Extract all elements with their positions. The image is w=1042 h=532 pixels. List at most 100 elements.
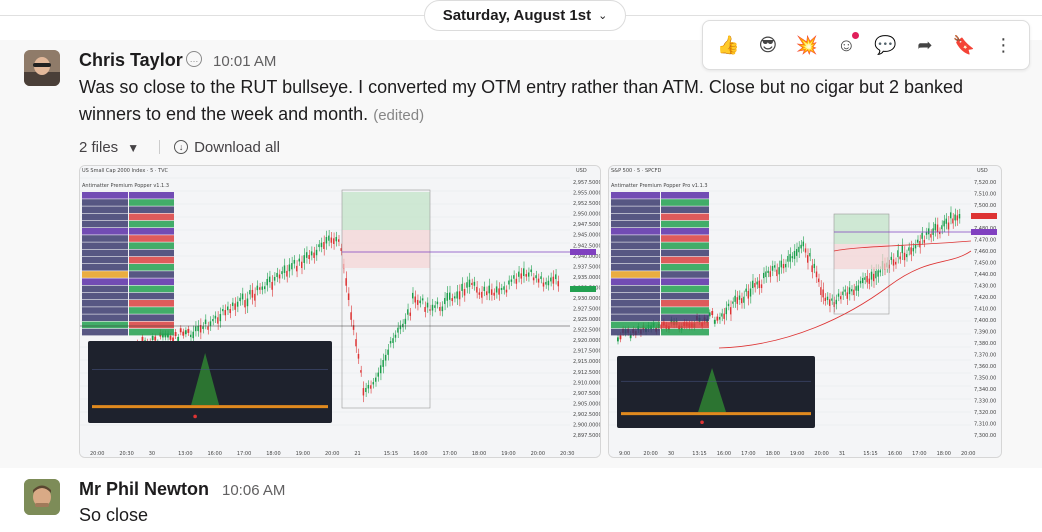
candle-body bbox=[313, 252, 315, 258]
message-actions-toolbar: 👍 😎 💥 ☺ 💬 ➦ 🔖 ⋮ bbox=[702, 20, 1030, 70]
y-tick-label: 2,902.5000 bbox=[573, 412, 601, 418]
currency-label: USD bbox=[977, 168, 988, 174]
candle-body bbox=[271, 281, 273, 290]
candle-body bbox=[796, 249, 798, 256]
candle-body bbox=[868, 278, 870, 284]
y-tick-label: 7,390.00 bbox=[974, 330, 996, 336]
loss-zone bbox=[342, 230, 430, 268]
candle-body bbox=[239, 297, 241, 302]
candle-body bbox=[859, 280, 862, 284]
date-divider-button[interactable]: Saturday, August 1st ⌄ bbox=[424, 0, 626, 31]
candle-body bbox=[301, 261, 303, 268]
indicator-panel-cell bbox=[129, 256, 174, 264]
indicator-panel-cell bbox=[611, 300, 660, 307]
indicator-panel-cell bbox=[82, 235, 128, 242]
files-toggle[interactable]: 2 files ▼ bbox=[79, 139, 139, 156]
candle-body bbox=[453, 296, 456, 299]
author-name[interactable]: Chris Taylor bbox=[79, 50, 183, 70]
download-all-button[interactable]: ↓ Download all bbox=[174, 139, 280, 156]
indicator-panel-cell bbox=[82, 321, 128, 329]
y-tick-label: 7,470.00 bbox=[974, 238, 996, 244]
candle-body bbox=[471, 282, 473, 285]
reply-in-thread-icon[interactable]: 💬 bbox=[874, 34, 897, 55]
avatar[interactable] bbox=[24, 479, 60, 515]
candle-body bbox=[741, 298, 743, 304]
collision-icon[interactable]: 💥 bbox=[795, 34, 819, 55]
message-timestamp[interactable]: 10:06 AM bbox=[222, 482, 286, 499]
thumbs-up-icon[interactable]: 👍 bbox=[717, 34, 740, 55]
candle-body bbox=[917, 239, 919, 243]
candle-body bbox=[434, 305, 436, 308]
x-tick-label: 16:00 bbox=[717, 451, 731, 457]
share-icon[interactable]: ➦ bbox=[917, 34, 933, 55]
x-tick-label: 17:00 bbox=[443, 451, 457, 457]
candle-body bbox=[318, 244, 320, 248]
y-tick-label: 7,520.00 bbox=[974, 180, 996, 186]
chart-image-rut[interactable]: US Small Cap 2000 Index · 5 · TVC USD 2,95… bbox=[79, 165, 601, 458]
candle-body bbox=[903, 252, 906, 261]
candle-body bbox=[749, 288, 752, 297]
candle-body bbox=[767, 270, 769, 273]
bookmark-icon[interactable]: 🔖 bbox=[952, 34, 976, 55]
candle-body bbox=[791, 256, 793, 259]
indicator-panel-cell bbox=[129, 292, 174, 300]
indicator-panel-cell bbox=[611, 220, 660, 228]
x-tick-label: 13:00 bbox=[178, 451, 192, 457]
y-tick-label: 2,917.5000 bbox=[573, 349, 601, 355]
status-bubble-icon[interactable]: … bbox=[186, 51, 202, 67]
candle-body bbox=[281, 271, 283, 275]
indicator-panel-cell bbox=[129, 321, 174, 329]
author-name[interactable]: Mr Phil Newton bbox=[79, 479, 209, 499]
candle-body bbox=[333, 238, 335, 244]
candle-body bbox=[754, 283, 756, 288]
candle-body bbox=[246, 298, 249, 307]
candle-body bbox=[463, 289, 466, 296]
candle-body bbox=[756, 281, 758, 285]
candle-body bbox=[952, 218, 954, 224]
x-tick-label: 9:00 bbox=[619, 451, 630, 457]
sunglasses-icon[interactable]: 😎 bbox=[758, 34, 778, 55]
download-icon: ↓ bbox=[174, 140, 189, 154]
profit-zone bbox=[834, 214, 889, 244]
y-tick-label: 7,440.00 bbox=[974, 272, 996, 278]
candle-body bbox=[266, 278, 268, 286]
indicator-panel-cell bbox=[661, 213, 709, 221]
candle-body bbox=[934, 223, 936, 231]
avatar[interactable] bbox=[24, 50, 60, 86]
candle-body bbox=[899, 256, 901, 260]
x-tick-label: 20:00 bbox=[531, 451, 545, 457]
candle-body bbox=[310, 251, 313, 256]
indicator-panel-cell bbox=[611, 264, 660, 271]
candle-body bbox=[350, 312, 352, 320]
candle-body bbox=[293, 259, 296, 264]
x-tick-label: 15:15 bbox=[863, 451, 877, 457]
candle-body bbox=[254, 293, 256, 301]
candle-body bbox=[530, 269, 532, 273]
indicator-panel-cell bbox=[661, 285, 709, 293]
candle-body bbox=[840, 296, 842, 300]
indicator-panel-cell bbox=[82, 220, 128, 228]
candle-body bbox=[846, 292, 848, 299]
candle-body bbox=[493, 292, 495, 296]
currency-label: USD bbox=[576, 168, 587, 174]
candle-body bbox=[325, 237, 328, 244]
candle-body bbox=[824, 297, 826, 302]
candle-body bbox=[954, 214, 956, 221]
candle-body bbox=[760, 284, 763, 289]
more-actions-icon[interactable]: ⋮ bbox=[994, 34, 1013, 55]
candle-body bbox=[179, 328, 182, 333]
y-tick-label: 2,905.0000 bbox=[573, 401, 601, 407]
candle-body bbox=[345, 278, 347, 286]
indicator-panel-cell bbox=[611, 213, 660, 221]
indicator-panel-cell bbox=[661, 314, 709, 321]
candle-body bbox=[785, 263, 787, 268]
candle-body bbox=[547, 280, 550, 286]
candle-body bbox=[424, 306, 426, 312]
chart-image-spx[interactable]: S&P 500 · 5 · SPCFD USD 7,520.00 7,510.00 7,… bbox=[608, 165, 1002, 458]
candle-body bbox=[800, 244, 802, 249]
add-reaction-icon[interactable]: ☺ bbox=[831, 30, 861, 60]
candle-body bbox=[958, 214, 961, 219]
candle-body bbox=[928, 228, 930, 235]
message-timestamp[interactable]: 10:01 AM bbox=[213, 53, 277, 70]
x-tick-label: 20:00 bbox=[814, 451, 828, 457]
